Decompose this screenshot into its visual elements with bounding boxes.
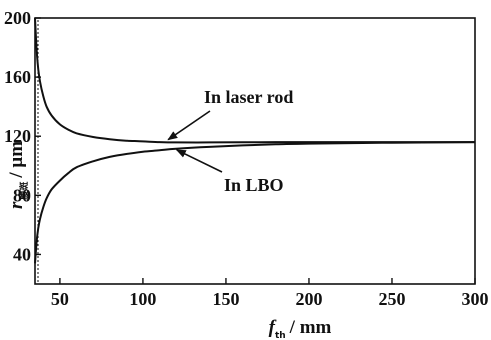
x-axis-label-sub: th: [275, 331, 286, 340]
y-axis-label: r腰斑 / μm: [6, 141, 30, 209]
plot-frame: [34, 17, 476, 285]
annotation-lbo-arrow: [175, 149, 223, 173]
x-tick-label: 250: [378, 289, 405, 309]
plot-border: [34, 17, 476, 285]
y-tick-label: 120: [4, 126, 31, 146]
x-tick-label: 200: [295, 289, 322, 309]
x-tick-label: 50: [51, 289, 69, 309]
x-axis-label-unit: / mm: [289, 317, 332, 338]
x-axis-ticks: 50 100 150 200 250 300: [51, 278, 489, 309]
annotation-layer: In laser rod In LBO: [167, 87, 293, 195]
annotation-lbo-text: In LBO: [224, 175, 284, 195]
x-axis-label-main: f: [269, 317, 277, 338]
y-tick-label: 200: [4, 8, 31, 28]
annotation-laser-rod-text: In laser rod: [204, 87, 293, 107]
x-tick-label: 300: [462, 289, 489, 309]
y-tick-label: 160: [4, 67, 31, 87]
y-tick-label: 40: [13, 244, 31, 264]
y-tick-label: 80: [13, 185, 31, 205]
x-axis-label: fth / mm: [269, 317, 332, 340]
series-layer: [34, 17, 476, 284]
laser-rod-curve: [34, 17, 475, 144]
lbo-curve: [34, 141, 476, 264]
annotation-laser-rod-arrow: [167, 110, 211, 141]
y-axis-ticks: 40 80 120 160 200: [4, 8, 41, 264]
x-tick-label: 150: [212, 289, 239, 309]
y-axis-label-unit: / μm: [6, 141, 27, 179]
x-tick-label: 100: [129, 289, 156, 309]
y-axis-label-sub: 腰斑: [18, 182, 30, 201]
y-axis-label-main: r: [6, 201, 27, 209]
